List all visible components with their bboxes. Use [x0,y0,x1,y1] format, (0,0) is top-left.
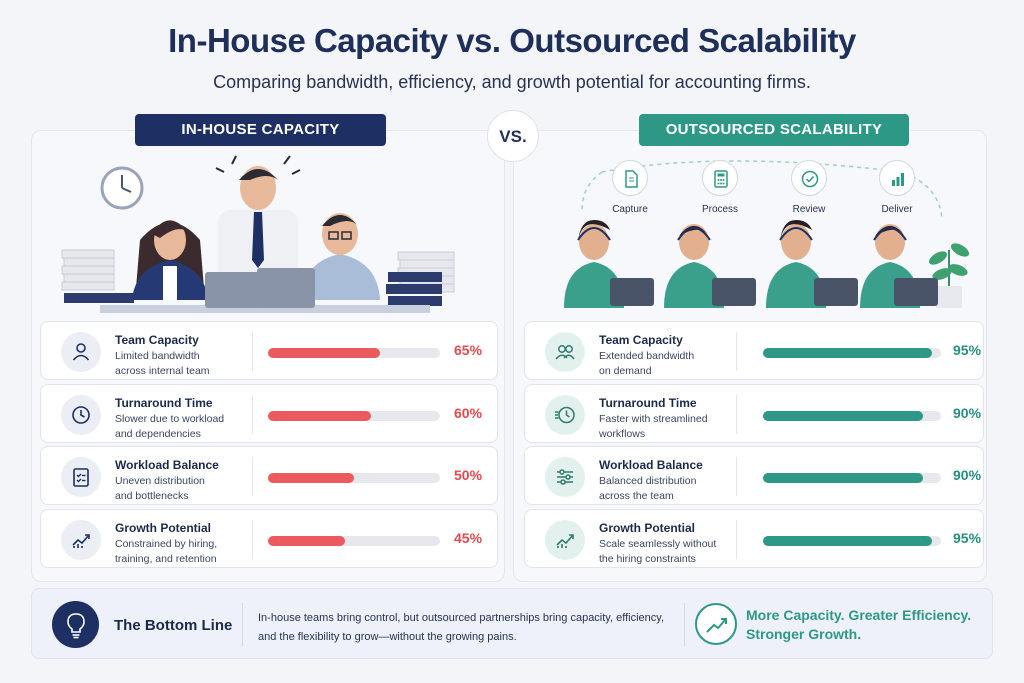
metric-progress-bar [763,348,941,358]
metric-progress-bar [763,536,941,546]
metric-progress-fill [268,411,372,421]
step-label: Process [701,204,739,215]
sliders-icon [545,457,585,497]
checklist-icon [61,457,101,497]
metric-description: Balanced distribution across the team [599,475,697,502]
metric-progress-fill [268,473,354,483]
metric-name: Team Capacity [599,333,683,347]
metric-name: Growth Potential [115,521,211,535]
metric-percent: 95% [953,530,982,546]
plant-icon [928,243,970,308]
step-deliver: Deliver [867,160,927,215]
group-icon [545,332,585,372]
metric-percent: 50% [454,467,483,483]
metric-progress-fill [268,348,380,358]
bottom-line-tagline: More Capacity. Greater Efficiency. Strong… [746,607,972,642]
in-house-label: IN-HOUSE CAPACITY [135,114,386,146]
metric-card-workload-balance: Workload Balance Balanced distribution ac… [524,446,984,505]
metric-progress-bar [268,411,440,421]
bottom-line-title: The Bottom Line [114,617,233,634]
metric-card-growth-potential: Growth Potential Constrained by hiring, t… [40,509,498,568]
vs-badge: VS. [487,110,539,162]
metric-percent: 65% [454,342,483,358]
metric-percent: 90% [953,467,982,483]
page-title: In-House Capacity vs. Outsourced Scalabi… [168,22,856,59]
support-team-illustration [522,150,978,315]
growth-chart-icon [545,520,585,560]
metric-description: Extended bandwidth on demand [599,350,695,377]
stressed-team-illustration [40,150,496,315]
metric-description: Constrained by hiring, training, and rete… [115,538,218,565]
outsourced-label: OUTSOURCED SCALABILITY [639,114,909,146]
bar-chart-icon [879,160,915,196]
metric-description: Uneven distribution and bottlenecks [115,475,205,502]
person-icon [61,332,101,372]
metric-name: Team Capacity [115,333,199,347]
metric-card-turnaround-time: Turnaround Time Slower due to workload an… [40,384,498,443]
metric-name: Workload Balance [599,458,703,472]
metric-percent: 95% [953,342,982,358]
metric-card-turnaround-time: Turnaround Time Faster with streamlined w… [524,384,984,443]
document-icon [612,160,648,196]
clock-icon [61,395,101,435]
step-process: Process [690,160,750,215]
metric-progress-bar [268,473,440,483]
page-subtitle: Comparing bandwidth, efficiency, and gro… [213,72,811,92]
metric-progress-fill [763,411,924,421]
metric-progress-fill [763,536,933,546]
metric-description: Limited bandwidth across internal team [115,350,210,377]
metric-card-workload-balance: Workload Balance Uneven distribution and … [40,446,498,505]
metric-progress-bar [268,348,440,358]
metric-name: Growth Potential [599,521,695,535]
metric-progress-bar [763,473,941,483]
metric-percent: 60% [454,405,483,421]
step-label: Review [792,204,826,215]
step-capture: Capture [600,160,660,215]
step-label: Capture [612,204,648,215]
metric-progress-fill [268,536,346,546]
bottom-line-text: In-house teams bring control, but outsou… [258,612,664,643]
growth-chart-icon [61,520,101,560]
check-circle-icon [791,160,827,196]
calculator-icon [702,160,738,196]
metric-card-team-capacity: Team Capacity Limited bandwidth across in… [40,321,498,380]
bottom-line-banner: The Bottom Line In-house teams bring con… [31,588,993,659]
metric-progress-bar [763,411,941,421]
wall-clock-icon [100,166,144,210]
metric-progress-fill [763,348,933,358]
metric-description: Scale seamlessly without the hiring const… [599,538,717,565]
fast-clock-icon [545,395,585,435]
metric-name: Turnaround Time [599,396,697,410]
metric-description: Slower due to workload and dependencies [115,413,225,440]
trend-up-icon [695,603,737,645]
metric-percent: 90% [953,405,982,421]
metric-progress-fill [763,473,924,483]
metric-name: Workload Balance [115,458,219,472]
metric-card-growth-potential: Growth Potential Scale seamlessly withou… [524,509,984,568]
lightbulb-icon [52,601,99,648]
metric-name: Turnaround Time [115,396,213,410]
metric-progress-bar [268,536,440,546]
step-review: Review [779,160,839,215]
metric-description: Faster with streamlined workflows [599,413,708,440]
metric-percent: 45% [454,530,483,546]
metric-card-team-capacity: Team Capacity Extended bandwidth on deman… [524,321,984,380]
step-label: Deliver [881,204,913,215]
